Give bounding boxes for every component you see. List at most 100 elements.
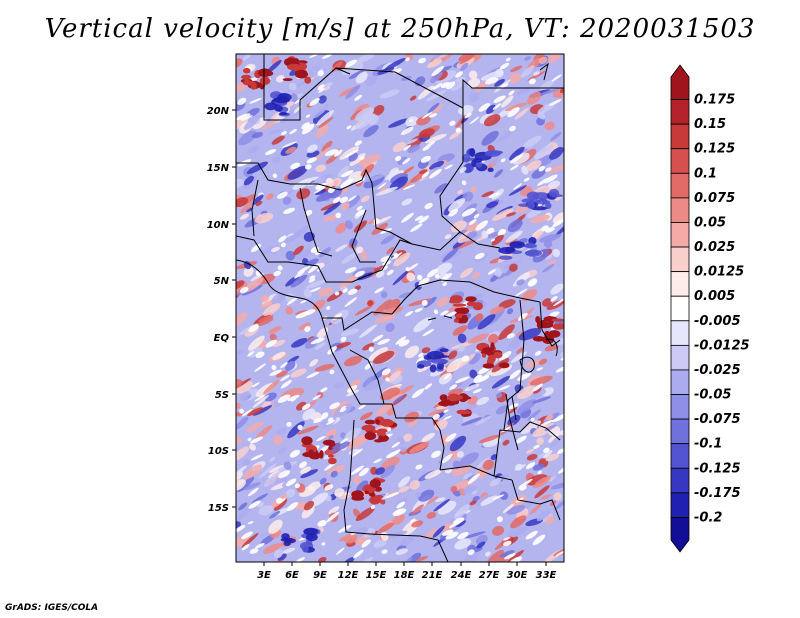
field-cell [530, 214, 550, 224]
field-cell [521, 289, 538, 302]
field-cell [515, 463, 523, 471]
field-cell [506, 308, 514, 315]
field-cell [476, 541, 486, 549]
field-cell [480, 495, 498, 506]
field-cell [513, 183, 523, 190]
colorbar-label: -0.025 [694, 363, 741, 378]
field-cell [493, 95, 506, 103]
field-cell [552, 218, 564, 228]
field-cell [377, 338, 390, 345]
field-cell [377, 182, 387, 190]
field-cell [380, 431, 386, 437]
field-cell [241, 533, 259, 548]
field-cell [296, 188, 311, 200]
field-cell [325, 429, 337, 439]
field-cell [236, 178, 245, 189]
field-cell [462, 484, 477, 494]
field-cell [325, 495, 332, 502]
field-cell [390, 449, 401, 457]
field-cell [480, 70, 504, 81]
field-cell [273, 96, 290, 104]
field-cell [319, 422, 327, 426]
field-cell [300, 466, 312, 474]
field-cell [304, 65, 321, 80]
field-cell [352, 508, 361, 518]
field-cell [506, 333, 515, 339]
field-cell [253, 405, 272, 416]
field-cell [305, 533, 318, 542]
field-cell [491, 375, 511, 389]
field-cell [500, 95, 514, 108]
field-cell [269, 369, 282, 376]
field-cell [317, 182, 327, 190]
field-cell [465, 296, 477, 302]
field-cell [477, 313, 496, 330]
field-cell [527, 278, 537, 287]
field-cell [328, 446, 333, 450]
field-cell [314, 146, 330, 162]
field-cell [369, 479, 381, 488]
field-cell [313, 104, 330, 119]
field-cell [340, 328, 359, 337]
field-cell [464, 531, 486, 539]
field-cell [321, 86, 331, 91]
field-cell [494, 536, 512, 551]
field-cell [338, 274, 359, 289]
field-cell [418, 169, 428, 175]
field-cell [487, 269, 496, 275]
field-cell [540, 88, 561, 95]
field-cell [354, 270, 366, 278]
field-cell [312, 299, 326, 311]
field-cell [488, 192, 500, 198]
field-cell [509, 369, 521, 380]
field-cell [539, 233, 562, 243]
field-cell [239, 286, 249, 294]
field-cell [398, 476, 411, 488]
field-cell [329, 402, 340, 410]
field-cell [517, 385, 536, 399]
field-cell [301, 123, 315, 135]
field-cell [467, 549, 475, 556]
field-cell [448, 208, 459, 217]
lat-tick-label: 5S [215, 390, 229, 401]
field-cell [532, 534, 546, 546]
field-cell [398, 486, 410, 493]
field-cell [492, 525, 505, 536]
field-cell [285, 250, 296, 261]
field-cell [548, 189, 560, 198]
field-cell [483, 114, 501, 127]
field-cell [533, 444, 540, 449]
field-cell [281, 533, 290, 540]
field-cell [247, 487, 259, 497]
field-cell [304, 326, 311, 333]
field-cell [452, 394, 464, 401]
field-cell [463, 472, 473, 480]
field-cell [526, 448, 535, 454]
field-cell [471, 272, 480, 279]
field-cell [490, 238, 496, 242]
field-cell [551, 74, 562, 82]
field-cell [301, 505, 315, 519]
field-cell [247, 351, 255, 357]
field-cell [283, 461, 292, 470]
field-cell [375, 314, 396, 323]
field-cell [247, 145, 261, 154]
field-cell [449, 384, 458, 391]
field-cell [395, 336, 407, 345]
field-cell [385, 298, 401, 312]
field-cell [290, 162, 301, 170]
field-cell [415, 492, 422, 498]
field-cell [400, 534, 415, 546]
credit-label: GrADS: IGES/COLA [5, 603, 99, 613]
field-cell [361, 539, 371, 548]
field-cell [310, 287, 321, 293]
field-cell [355, 71, 368, 84]
field-cell [328, 454, 334, 458]
field-cell [554, 498, 564, 511]
field-cell [334, 488, 345, 497]
field-cell [294, 483, 301, 489]
field-cell [325, 177, 335, 187]
lat-tick-label: 15S [208, 503, 229, 514]
field-cell [369, 495, 381, 505]
field-cell [266, 193, 274, 201]
